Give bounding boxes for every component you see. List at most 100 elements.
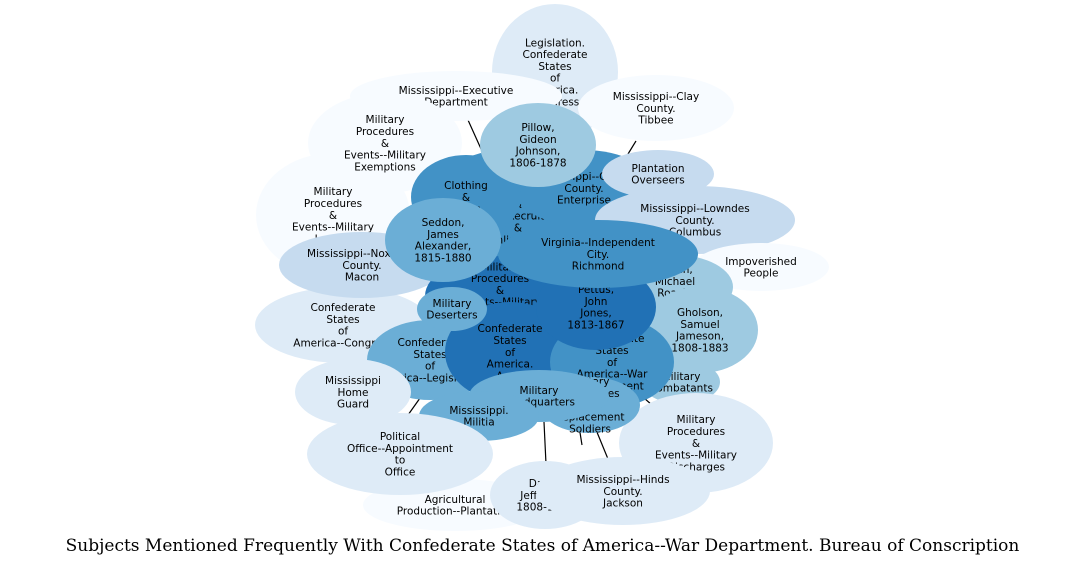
node-label-line: Procedures <box>471 273 529 285</box>
node-label-line: People <box>744 268 779 280</box>
node-label: Seddon, James Alexander, 1815-1880 <box>414 217 471 264</box>
node-ms-clay: Mississippi--Clay County. Tibbee <box>578 75 734 141</box>
node-label: Pillow, Gideon Johnson, 1806-1878 <box>509 122 566 169</box>
node-label: Mississippi--Hinds County. Jackson <box>576 474 669 510</box>
node-label-line: 1808-1889 <box>516 502 573 514</box>
node-pillow: Pillow, Gideon Johnson, 1806-1878 <box>480 103 596 187</box>
node-label-line: Military <box>433 298 472 310</box>
node-label: Political Office--Appointment to Office <box>347 431 453 478</box>
node-label-line: Samuel <box>680 319 719 331</box>
node-label-line: Procedures <box>356 126 414 138</box>
node-ellipse <box>295 359 411 425</box>
node-label-line: States <box>493 335 526 347</box>
node-label-line: Confederate <box>310 302 375 314</box>
node-label-line: Legislation. <box>525 37 585 49</box>
node-label-line: Confederate <box>522 49 587 61</box>
node-ms-hinds: Mississippi--Hinds County. Jackson <box>536 457 710 525</box>
node-label-line: James <box>426 229 459 241</box>
node-label: Plantation Overseers <box>631 163 684 187</box>
node-label-line: Mississippi <box>325 375 381 387</box>
node-label: Mississippi--Clay County. Tibbee <box>613 91 699 127</box>
node-label: Gholson, Samuel Jameson, 1808-1883 <box>671 307 728 354</box>
node-label-line: Military <box>520 385 559 397</box>
node-label-line: Mississippi. <box>449 405 508 417</box>
node-label-line: Production--Plantation <box>397 506 513 518</box>
node-virginia: Virginia--Independent City. Richmond <box>498 220 698 288</box>
node-label: Mississippi Home Guard <box>325 375 381 411</box>
node-label-line: 1808-1883 <box>671 343 728 355</box>
node-label: Mississippi--Executive Department <box>399 85 514 109</box>
node-label-line: of <box>425 361 435 373</box>
node-ellipse <box>602 150 714 198</box>
node-label-line: States <box>538 61 571 73</box>
node-label-line: Political <box>380 431 420 443</box>
node-label-line: Militia <box>463 417 494 429</box>
node-label-line: County. <box>636 103 675 115</box>
node-deserters: Military Deserters <box>417 287 487 331</box>
node-label-line: Mississippi--Clay <box>613 91 699 103</box>
node-label-line: County. <box>342 260 381 272</box>
node-label-line: 1813-1867 <box>567 320 624 332</box>
node-label-line: Seddon, <box>422 217 465 229</box>
node-label-line: States <box>326 314 359 326</box>
node-label-line: Virginia--Independent <box>541 237 655 249</box>
graph-nodes: Legislation.ConfederateStatesofAmerica.C… <box>255 4 829 531</box>
node-label-line: Gholson, <box>677 307 723 319</box>
node-label-line: Department <box>424 97 488 109</box>
node-label-line: Tibbee <box>637 115 673 127</box>
node-label-line: Pillow, <box>521 122 554 134</box>
node-label: Virginia--Independent City. Richmond <box>541 237 655 273</box>
node-label-line: 1806-1878 <box>509 158 566 170</box>
node-label-line: Events--Military <box>655 450 737 462</box>
node-label-line: & <box>329 210 337 222</box>
node-label-line: of <box>550 73 560 85</box>
node-label-line: Alexander, <box>415 241 471 253</box>
node-label: Military Deserters <box>426 298 477 322</box>
node-label-line: John <box>584 296 608 308</box>
node-label-line: Macon <box>345 272 379 284</box>
node-label-line: Deserters <box>426 310 477 322</box>
node-label-line: County. <box>603 486 642 498</box>
node-label-line: & <box>514 223 522 235</box>
node-label-line: Exemptions <box>354 161 415 173</box>
node-label-line: of <box>607 357 617 369</box>
node-label: Mississippi--Lowndes County. Columbus <box>640 203 749 239</box>
node-label-line: Clothing <box>444 180 488 192</box>
node-label-line: City. <box>587 249 609 261</box>
node-ellipse <box>578 75 734 141</box>
node-label-line: & <box>381 138 389 150</box>
graph-edge <box>543 421 547 465</box>
node-label-line: & <box>496 285 504 297</box>
node-label: Mississippi. Militia <box>449 405 508 429</box>
node-ellipse <box>536 457 710 525</box>
node-label-line: America. <box>487 359 534 371</box>
node-label-line: Events--Military <box>292 222 374 234</box>
node-label-line: Mississippi--Lowndes <box>640 203 749 215</box>
node-label-line: Procedures <box>304 198 362 210</box>
node-label-line: of <box>338 326 348 338</box>
node-label-line: Gideon <box>519 134 556 146</box>
node-label-line: Office <box>385 467 416 479</box>
node-label-line: Plantation <box>631 163 684 175</box>
node-label-line: & <box>462 192 470 204</box>
node-label-line: of <box>505 347 515 359</box>
node-seddon: Seddon, James Alexander, 1815-1880 <box>385 198 501 282</box>
node-label-line: America--Congress <box>293 338 392 350</box>
node-label-line: & <box>692 438 700 450</box>
node-label-line: Enterprise <box>557 195 611 207</box>
node-label-line: States <box>413 349 446 361</box>
node-ellipse <box>417 287 487 331</box>
node-label-line: Jackson <box>602 498 643 510</box>
node-ellipse <box>498 220 698 288</box>
node-label-line: Jameson, <box>675 331 724 343</box>
node-label-line: Overseers <box>631 175 684 187</box>
node-label-line: 1815-1880 <box>414 253 471 265</box>
node-label: MilitaryProcedures&Events--MilitaryLeave… <box>292 186 374 245</box>
node-label-line: County. <box>564 183 603 195</box>
node-label-line: Mississippi--Executive <box>399 85 514 97</box>
node-label-line: Combatants <box>649 383 713 395</box>
node-label-line: Procedures <box>667 426 725 438</box>
node-label: Military Procedures & Events--Military Exemp… <box>344 114 426 173</box>
node-ellipse <box>480 103 596 187</box>
